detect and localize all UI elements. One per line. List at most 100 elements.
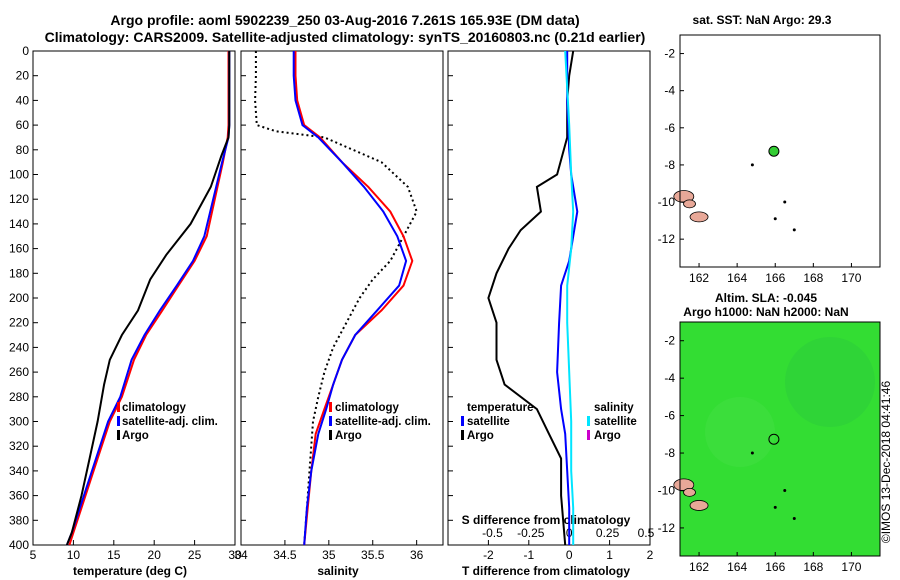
y-tick-label: 240 xyxy=(9,340,29,354)
legend-argo-swatch xyxy=(117,430,120,440)
y-tick-label: 20 xyxy=(16,69,30,83)
sla-map-title-line1: Altim. SLA: -0.045 xyxy=(715,291,817,305)
y-tick-label: 220 xyxy=(9,316,29,330)
temperature-axes xyxy=(32,50,236,546)
argo-line xyxy=(254,51,418,546)
difference-xlabel: T difference from climatology xyxy=(462,564,630,578)
title-line2: Climatology: CARS2009. Satellite-adjuste… xyxy=(45,29,646,45)
legend-s-satellite: satellite xyxy=(594,416,637,428)
legend-satellite-adj: satellite-adj. clim. xyxy=(335,416,431,428)
climatology-line xyxy=(294,51,414,546)
map-frame xyxy=(679,321,881,557)
temperature-legend: climatology satellite-adj. clim. Argo xyxy=(122,402,218,442)
map-y-tick-label: -2 xyxy=(664,47,675,61)
satellite-adj-line xyxy=(65,51,231,546)
sst-map: sat. SST: NaN Argo: 29.3 162 164 166 168 170… xyxy=(658,13,881,285)
argo-t-diff-line xyxy=(487,50,575,546)
y-tick-label: 40 xyxy=(16,93,30,107)
map-x-tick-label: 168 xyxy=(803,560,823,574)
y-tick-label: 360 xyxy=(9,489,29,503)
y-tick-label: 340 xyxy=(9,464,29,478)
y-tick-label: 80 xyxy=(16,143,30,157)
map-x-tick-label: 166 xyxy=(765,560,785,574)
anomaly-patch xyxy=(705,397,775,467)
legend-argo-swatch xyxy=(329,430,332,440)
x-tick-label: 0 xyxy=(566,548,573,562)
map-y-tick-label: -6 xyxy=(664,121,675,135)
map-x-tick-label: 162 xyxy=(689,560,709,574)
x-tick-label: 2 xyxy=(647,548,654,562)
legend-climatology: climatology xyxy=(335,402,400,414)
legend-argo: Argo xyxy=(122,430,149,442)
land-island xyxy=(689,500,709,511)
legend-s-argo: Argo xyxy=(594,430,621,442)
small-island xyxy=(792,517,796,521)
land-island xyxy=(689,211,709,223)
x-tick-label: -1 xyxy=(523,548,534,562)
argo-float-marker xyxy=(768,145,780,157)
legend-temperature: temperature xyxy=(467,402,533,414)
y-tick-label: 60 xyxy=(16,118,30,132)
y-tick-label: 300 xyxy=(9,415,29,429)
x-tick-label: 34.5 xyxy=(273,548,297,562)
y-tick-label: 200 xyxy=(9,291,29,305)
map-y-tick-label: -10 xyxy=(658,483,676,497)
salinity-xlabel: salinity xyxy=(317,564,359,578)
map-x-tick-label: 164 xyxy=(727,560,747,574)
y-tick-label: 120 xyxy=(9,192,29,206)
small-island xyxy=(783,200,787,204)
salinity-legend: climatology satellite-adj. clim. Argo xyxy=(335,402,431,442)
x-tick-label: 5 xyxy=(30,548,37,562)
y-tick-label: 400 xyxy=(9,538,29,552)
salinity-panel: salinity climatology satellite-adj. clim… xyxy=(234,50,444,578)
satellite-adj-line xyxy=(292,51,408,546)
y-tick-label: 320 xyxy=(9,439,29,453)
legend-t-argo: Argo xyxy=(467,430,494,442)
y-tick-label: 380 xyxy=(9,513,29,527)
satellite-s-diff-line xyxy=(564,50,575,545)
legend-t-satellite-swatch xyxy=(461,416,464,426)
map-x-tick-label: 168 xyxy=(803,271,823,285)
legend-t-satellite: satellite xyxy=(467,416,510,428)
small-island xyxy=(773,217,777,221)
top-tick-label: 0.5 xyxy=(638,526,655,540)
map-x-tick-label: 170 xyxy=(841,560,861,574)
footer-credit: ©IMOS 13-Dec-2018 04:41:46 xyxy=(879,381,893,544)
sla-map: Altim. SLA: -0.045 Argo h1000: NaN h2000… xyxy=(658,291,881,574)
map-x-tick-label: 164 xyxy=(727,271,747,285)
top-tick-label: -0.5 xyxy=(482,526,503,540)
map-y-tick-label: -4 xyxy=(664,84,675,98)
legend-satellite-swatch xyxy=(117,416,120,426)
legend-t-argo-swatch xyxy=(461,430,464,440)
top-tick-label: -0.25 xyxy=(517,526,545,540)
map-y-tick-label: -2 xyxy=(664,334,675,348)
argo-float-marker xyxy=(768,433,780,445)
small-island xyxy=(750,163,754,167)
difference-panel: T difference from climatology S differen… xyxy=(447,50,655,578)
small-island xyxy=(783,488,787,492)
map-y-tick-label: -10 xyxy=(658,195,676,209)
temperature-xlabel: temperature (deg C) xyxy=(73,564,187,578)
y-tick-label: 0 xyxy=(22,44,29,58)
map-y-tick-label: -12 xyxy=(658,232,676,246)
legend-satellite-swatch xyxy=(329,416,332,426)
small-island xyxy=(750,451,754,455)
y-tick-label: 180 xyxy=(9,266,29,280)
anomaly-patch xyxy=(785,337,875,427)
x-tick-label: 36 xyxy=(410,548,424,562)
map-y-tick-label: -12 xyxy=(658,521,676,535)
map-y-tick-label: -8 xyxy=(664,158,675,172)
map-y-tick-label: -6 xyxy=(664,409,675,423)
legend-s-argo-swatch xyxy=(587,430,590,440)
difference-axes xyxy=(447,50,651,546)
x-tick-label: 15 xyxy=(107,548,121,562)
legend-satellite-adj: satellite-adj. clim. xyxy=(122,416,218,428)
sst-map-title: sat. SST: NaN Argo: 29.3 xyxy=(693,13,832,27)
legend-salinity: salinity xyxy=(594,402,634,414)
small-island xyxy=(773,505,777,509)
x-tick-label: 35.5 xyxy=(361,548,385,562)
land-island xyxy=(683,199,696,209)
map-x-tick-label: 170 xyxy=(841,271,861,285)
x-tick-label: 20 xyxy=(148,548,162,562)
